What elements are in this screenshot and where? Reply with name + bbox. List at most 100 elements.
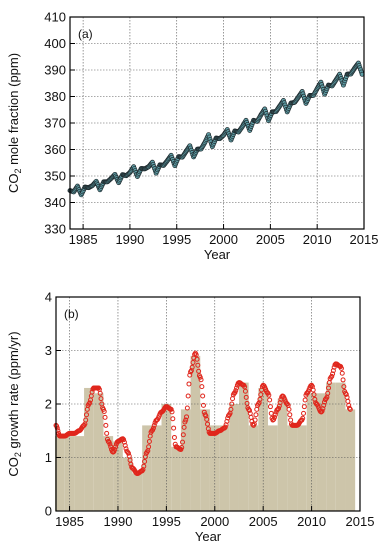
- panel-b-y-axis-label: CO2 growth rate (ppm/yr): [6, 331, 23, 476]
- growth-rate-point: [101, 409, 107, 415]
- panel-a-ticks: 1985 1990 1995 2000 2005 2010 2015 330 340 350 360…: [44, 10, 378, 248]
- growth-rate-point: [329, 373, 335, 379]
- growth-rate-point: [330, 368, 336, 374]
- growth-rate-point: [242, 384, 248, 390]
- growth-rate-bar: [171, 446, 181, 511]
- y-tick-label: 400: [44, 36, 66, 51]
- growth-rate-point: [301, 404, 307, 410]
- y-tick-label: 410: [44, 10, 66, 25]
- growth-rate-point: [169, 409, 175, 415]
- panel-b-y-label-main: CO: [6, 457, 21, 477]
- growth-rate-point: [104, 430, 110, 436]
- growth-rate-point: [233, 388, 239, 394]
- y-tick-label: 2: [45, 397, 52, 412]
- y-tick-label: 0: [45, 504, 52, 519]
- growth-rate-point: [102, 414, 108, 420]
- growth-rate-point: [276, 403, 282, 409]
- y-tick-label: 4: [45, 290, 52, 305]
- growth-rate-point: [248, 414, 254, 420]
- panel-b-ticks: 1985 1990 1995 2000 2005 2010 2015 0 1 2 3 4: [45, 290, 375, 530]
- growth-rate-point: [179, 445, 185, 451]
- y-tick-label: 1: [45, 450, 52, 465]
- growth-rate-bar: [306, 393, 317, 511]
- growth-rate-point: [198, 377, 204, 383]
- x-tick-label: 1995: [162, 232, 191, 247]
- growth-rate-point: [112, 446, 118, 452]
- growth-rate-point: [195, 362, 201, 368]
- growth-rate-point: [224, 418, 230, 424]
- growth-rate-bar: [345, 409, 356, 511]
- growth-rate-bar: [55, 436, 65, 511]
- growth-rate-point: [180, 439, 186, 445]
- growth-rate-bar: [268, 425, 278, 511]
- growth-rate-point: [98, 396, 104, 402]
- panel-b-x-axis-label: Year: [195, 529, 222, 544]
- growth-rate-point: [267, 404, 273, 410]
- growth-rate-point: [200, 393, 206, 399]
- growth-rate-point: [200, 402, 206, 408]
- growth-rate-point: [103, 422, 109, 428]
- panel-a-y-label-main: CO: [6, 174, 21, 194]
- growth-rate-point: [330, 371, 336, 377]
- growth-rate-point: [89, 389, 95, 395]
- panel-b-growth-line-points: [53, 350, 353, 477]
- growth-rate-point: [244, 400, 250, 406]
- growth-rate-point: [113, 444, 119, 450]
- growth-rate-point: [229, 401, 235, 407]
- growth-rate-point: [186, 381, 192, 387]
- growth-rate-point: [310, 387, 316, 393]
- growth-rate-point: [287, 412, 293, 418]
- growth-rate-point: [128, 461, 134, 467]
- growth-rate-point: [87, 400, 93, 406]
- growth-rate-point: [196, 368, 202, 374]
- growth-rate-point: [288, 417, 294, 423]
- growth-rate-point: [320, 406, 326, 412]
- growth-rate-point: [339, 370, 345, 376]
- growth-rate-point: [276, 405, 282, 411]
- growth-rate-point: [197, 374, 203, 380]
- x-tick-label: 2005: [249, 514, 278, 529]
- growth-rate-point: [268, 410, 274, 416]
- x-tick-label: 1995: [152, 514, 181, 529]
- growth-rate-point: [205, 421, 211, 427]
- growth-rate-point: [122, 442, 128, 448]
- growth-rate-bar: [326, 382, 336, 511]
- y-tick-label: 380: [44, 89, 66, 104]
- growth-rate-point: [183, 417, 189, 423]
- x-tick-label: 1985: [69, 232, 98, 247]
- y-tick-label: 360: [44, 142, 66, 157]
- panel-a-data-points: [67, 60, 365, 198]
- growth-rate-point: [234, 385, 240, 391]
- panel-a-y-label-subscript: 2: [13, 169, 23, 174]
- panel-b-y-label-subscript: 2: [13, 452, 23, 457]
- panel-b-gridlines: [56, 297, 360, 511]
- growth-rate-point: [254, 406, 260, 412]
- y-tick-label: 340: [44, 195, 66, 210]
- panel-a-gridlines: [70, 17, 364, 229]
- growth-rate-bar: [84, 387, 94, 511]
- growth-rate-bar: [74, 436, 85, 511]
- growth-rate-point: [150, 425, 156, 431]
- growth-rate-point: [325, 390, 331, 396]
- growth-rate-point: [141, 463, 147, 469]
- growth-rate-point: [83, 412, 89, 418]
- growth-rate-bar: [287, 425, 298, 511]
- x-tick-label: 2010: [303, 232, 332, 247]
- growth-rate-bar: [122, 457, 133, 511]
- growth-rate-bar: [103, 436, 114, 511]
- growth-rate-point: [187, 372, 193, 378]
- growth-rate-point: [343, 391, 349, 397]
- growth-rate-point: [125, 450, 131, 456]
- growth-rate-point: [194, 356, 200, 362]
- growth-rate-point: [193, 352, 199, 358]
- growth-rate-point: [258, 392, 264, 398]
- growth-rate-point: [246, 407, 252, 413]
- growth-rate-point: [168, 406, 174, 412]
- growth-rate-point: [142, 459, 148, 465]
- growth-rate-point: [253, 412, 259, 418]
- growth-rate-point: [170, 416, 176, 422]
- growth-rate-point: [204, 416, 210, 422]
- panel-b-y-label-rest: growth rate (ppm/yr): [6, 331, 21, 452]
- x-tick-label: 2005: [256, 232, 285, 247]
- growth-rate-bar: [200, 409, 210, 511]
